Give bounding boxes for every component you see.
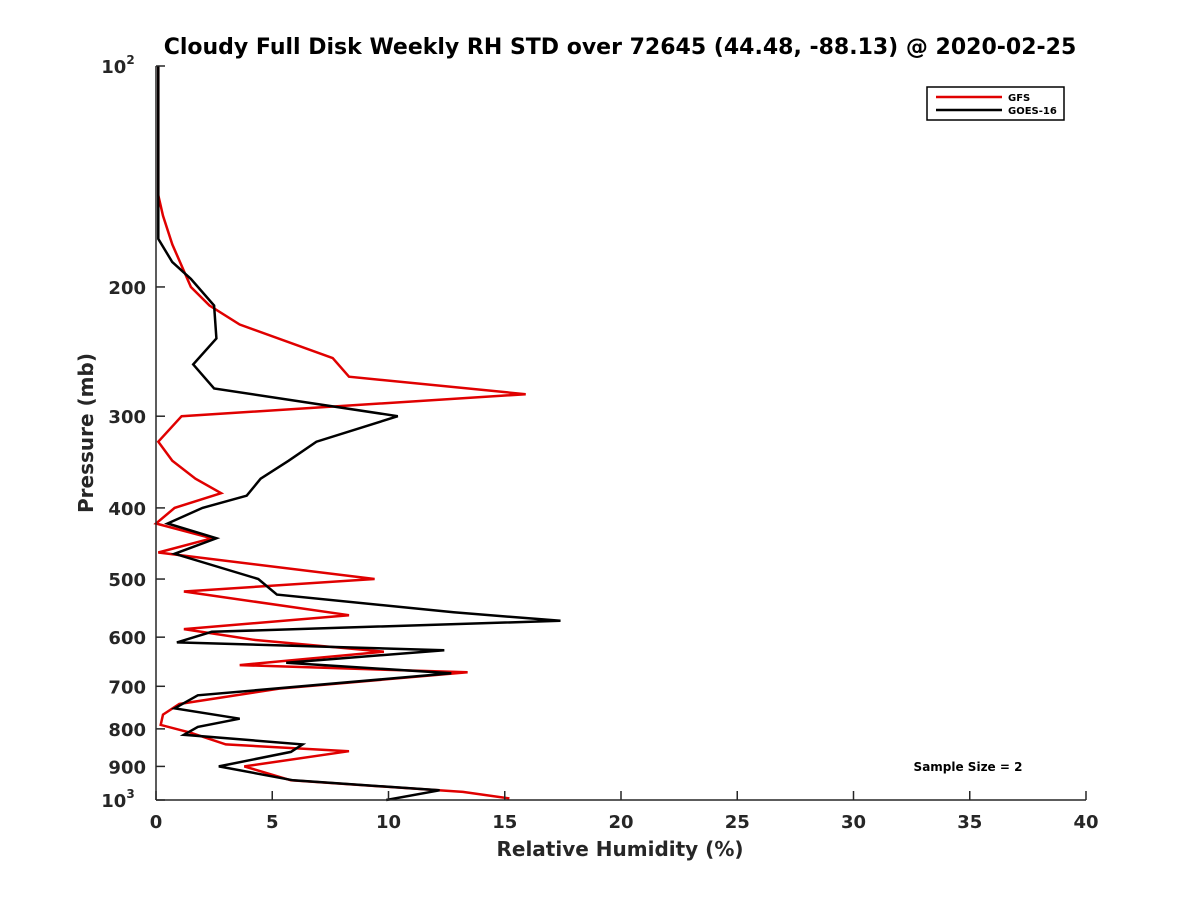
series-line-goes-16 — [157, 66, 561, 802]
legend-label-gfs: GFS — [1008, 93, 1030, 104]
y-tick-label: 700 — [108, 677, 146, 698]
sample-size-annotation: Sample Size = 2 — [914, 760, 1023, 774]
y-tick-label: 102 — [101, 53, 134, 78]
x-tick-label: 40 — [1073, 812, 1098, 833]
ticks-layer: 0 5 10 15 20 25 30 35 40 102 200 300 400 500 600 700 800… — [101, 53, 1098, 833]
x-tick-label: 35 — [957, 812, 982, 833]
x-tick-label: 25 — [725, 812, 750, 833]
y-tick-label: 300 — [108, 407, 146, 428]
axes-layer — [155, 66, 1086, 801]
legend-label-goes16: GOES-16 — [1008, 106, 1057, 117]
y-tick-label: 103 — [101, 787, 134, 812]
x-tick-label: 20 — [608, 812, 633, 833]
series-line-gfs — [153, 66, 526, 800]
y-tick-label: 600 — [108, 628, 146, 649]
x-tick-label: 5 — [266, 812, 279, 833]
y-tick-label: 800 — [108, 720, 146, 741]
legend: GFS GOES-16 — [926, 86, 1065, 121]
x-tick-label: 10 — [376, 812, 401, 833]
y-tick-label: 500 — [108, 570, 146, 591]
x-tick-label: 30 — [841, 812, 866, 833]
y-tick-label: 400 — [108, 499, 146, 520]
x-axis-label: Relative Humidity (%) — [496, 837, 743, 861]
x-tick-label: 0 — [150, 812, 163, 833]
y-tick-label: 200 — [108, 278, 146, 299]
series-layer — [153, 66, 561, 802]
legend-box — [926, 86, 1065, 121]
chart-title: Cloudy Full Disk Weekly RH STD over 7264… — [164, 35, 1077, 60]
y-tick-label: 900 — [108, 757, 146, 778]
y-axis-label: Pressure (mb) — [74, 353, 98, 513]
x-tick-label: 15 — [492, 812, 517, 833]
